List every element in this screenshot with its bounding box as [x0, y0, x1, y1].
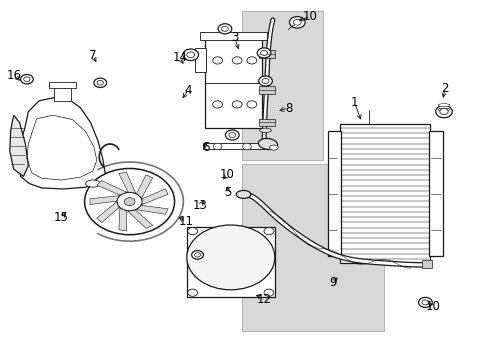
- Circle shape: [264, 289, 273, 296]
- Circle shape: [421, 300, 428, 305]
- Text: 5: 5: [223, 186, 231, 199]
- Circle shape: [212, 101, 222, 108]
- Ellipse shape: [437, 106, 449, 109]
- Circle shape: [232, 57, 242, 64]
- Polygon shape: [19, 97, 105, 189]
- Ellipse shape: [269, 145, 278, 150]
- Polygon shape: [119, 172, 135, 193]
- Bar: [194, 48, 206, 72]
- Circle shape: [20, 75, 33, 84]
- Text: 1: 1: [350, 96, 358, 109]
- Text: 14: 14: [172, 51, 187, 64]
- Ellipse shape: [259, 128, 271, 132]
- Ellipse shape: [236, 190, 250, 198]
- Circle shape: [212, 57, 222, 64]
- Polygon shape: [119, 208, 126, 231]
- Circle shape: [232, 101, 242, 108]
- Circle shape: [264, 228, 273, 235]
- Bar: [54, 86, 71, 101]
- Polygon shape: [10, 115, 28, 176]
- Bar: [186, 227, 274, 297]
- Circle shape: [117, 192, 142, 211]
- Bar: [49, 82, 76, 88]
- Polygon shape: [128, 210, 152, 228]
- Ellipse shape: [437, 108, 449, 111]
- Text: 9: 9: [328, 276, 336, 289]
- Circle shape: [262, 78, 268, 84]
- Circle shape: [418, 297, 431, 307]
- Ellipse shape: [85, 180, 100, 187]
- Circle shape: [289, 17, 305, 28]
- Circle shape: [257, 48, 270, 58]
- Text: 10: 10: [220, 168, 234, 181]
- Bar: [200, 32, 266, 40]
- Bar: [242, 11, 322, 160]
- Bar: [205, 34, 261, 128]
- Text: 2: 2: [440, 82, 448, 95]
- Circle shape: [183, 49, 198, 60]
- Text: 16: 16: [7, 69, 22, 82]
- Circle shape: [97, 81, 103, 85]
- Circle shape: [293, 19, 301, 25]
- Polygon shape: [137, 205, 168, 214]
- Circle shape: [94, 78, 106, 87]
- Polygon shape: [142, 189, 168, 204]
- Bar: [242, 164, 383, 331]
- Circle shape: [260, 50, 267, 55]
- Polygon shape: [97, 181, 126, 195]
- Polygon shape: [90, 196, 119, 204]
- Ellipse shape: [437, 104, 449, 107]
- Text: 8: 8: [284, 102, 292, 114]
- Text: 15: 15: [54, 211, 68, 224]
- Text: 11: 11: [178, 215, 193, 228]
- Circle shape: [213, 143, 222, 150]
- Bar: [259, 119, 274, 126]
- Bar: [339, 124, 429, 263]
- Circle shape: [221, 26, 228, 31]
- Circle shape: [258, 76, 272, 86]
- Circle shape: [435, 105, 451, 118]
- Text: 3: 3: [230, 31, 238, 44]
- Circle shape: [191, 251, 203, 259]
- Bar: [428, 131, 442, 256]
- Polygon shape: [97, 202, 119, 222]
- Circle shape: [84, 168, 174, 235]
- Bar: [421, 260, 431, 268]
- Circle shape: [246, 101, 256, 108]
- Circle shape: [23, 77, 30, 81]
- Circle shape: [186, 52, 194, 58]
- Circle shape: [124, 198, 135, 206]
- Circle shape: [246, 57, 256, 64]
- Bar: [259, 86, 274, 94]
- Polygon shape: [137, 175, 152, 198]
- Circle shape: [194, 253, 200, 257]
- FancyBboxPatch shape: [203, 143, 266, 149]
- Circle shape: [228, 132, 235, 138]
- Bar: [327, 131, 340, 256]
- Circle shape: [187, 289, 197, 296]
- Text: 10: 10: [303, 10, 317, 23]
- Text: 12: 12: [256, 293, 271, 306]
- Circle shape: [225, 130, 239, 140]
- Circle shape: [242, 143, 251, 150]
- Text: 7: 7: [89, 49, 97, 62]
- Circle shape: [187, 228, 197, 235]
- Text: 6: 6: [201, 141, 209, 154]
- Circle shape: [186, 225, 274, 290]
- Text: 10: 10: [425, 300, 439, 313]
- Circle shape: [218, 24, 231, 34]
- Circle shape: [439, 109, 447, 115]
- Text: 13: 13: [193, 199, 207, 212]
- Text: 4: 4: [184, 84, 192, 96]
- Ellipse shape: [258, 139, 277, 149]
- Bar: [259, 50, 274, 58]
